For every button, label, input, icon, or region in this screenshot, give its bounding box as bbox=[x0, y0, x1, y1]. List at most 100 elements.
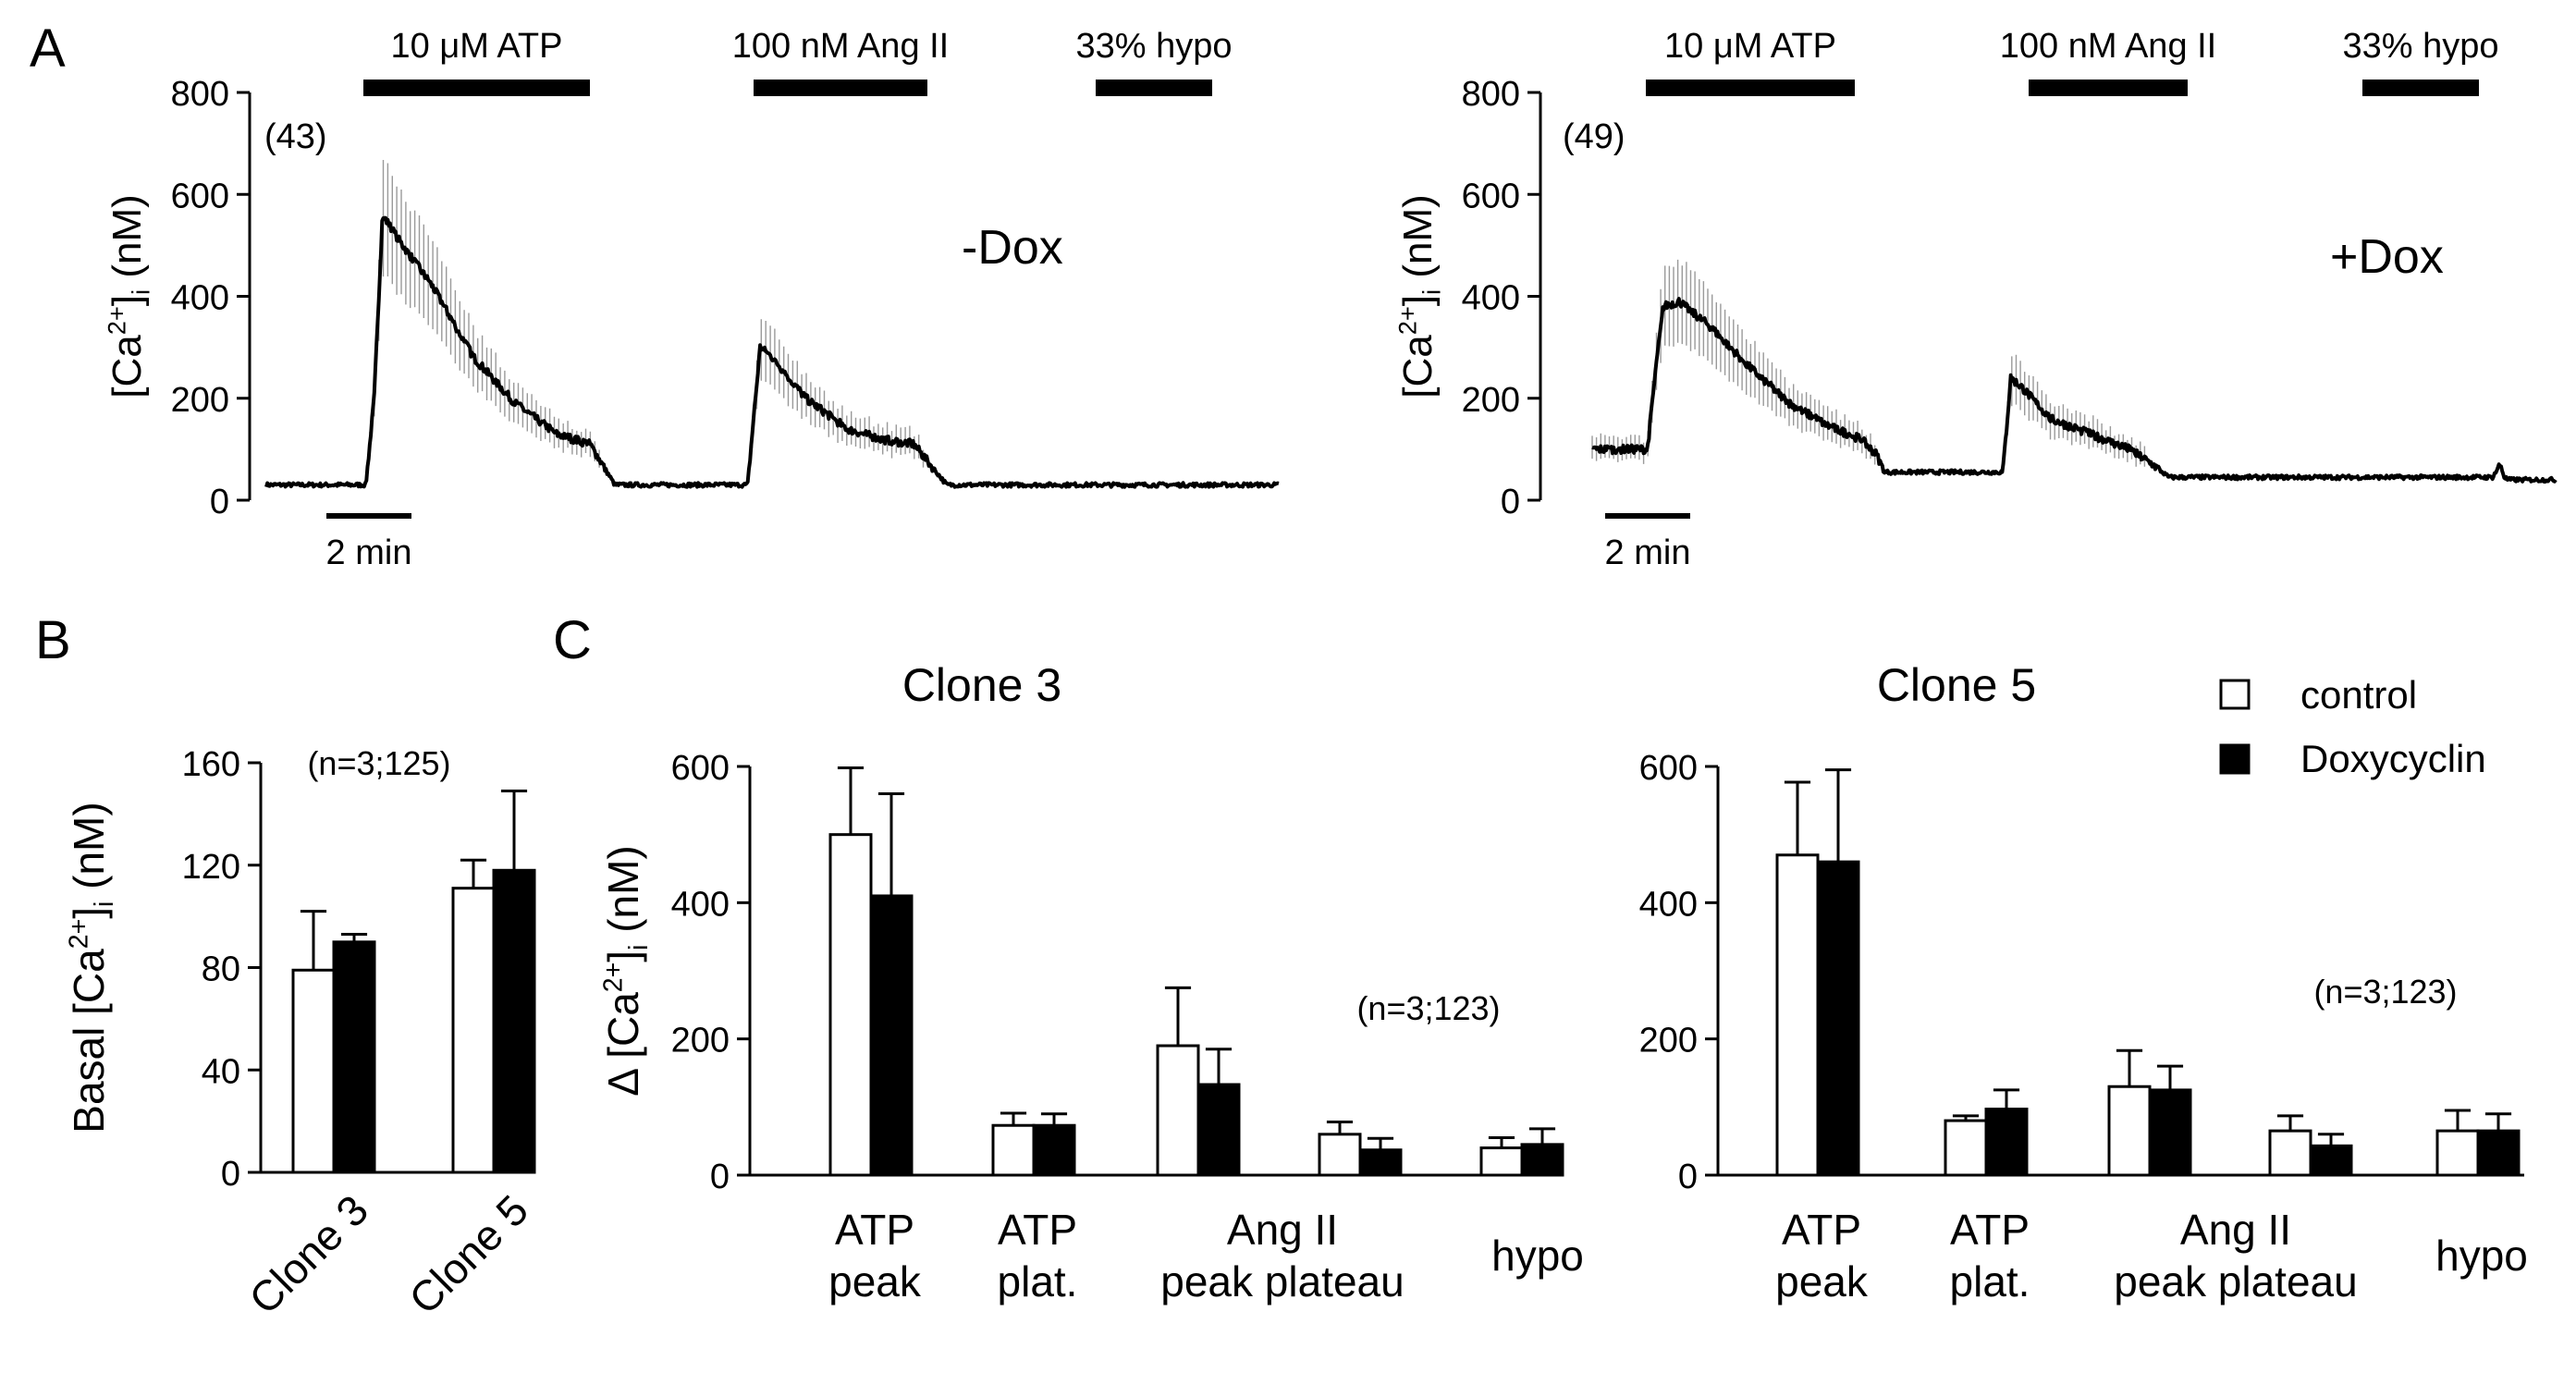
y-axis-label-suffix: (nM) bbox=[1395, 194, 1441, 289]
bar-doxycyclin bbox=[332, 940, 376, 1174]
bar-doxycyclin bbox=[1032, 1123, 1076, 1177]
bar-control bbox=[1156, 1044, 1200, 1177]
category-label: ATP bbox=[998, 1206, 1077, 1254]
y-tick-label: 200 bbox=[171, 381, 229, 420]
y-tick-label: 200 bbox=[1639, 1022, 1698, 1060]
y-tick-label: 400 bbox=[671, 885, 730, 924]
panel-label-b: B bbox=[35, 610, 71, 670]
y-tick-label: 600 bbox=[671, 749, 730, 788]
scale-bar-label: 2 min bbox=[326, 533, 412, 572]
y-axis-label-sub: i bbox=[1417, 289, 1446, 295]
n-label: (43) bbox=[264, 117, 327, 156]
legend-swatch-control bbox=[2219, 679, 2251, 710]
trace-line bbox=[264, 215, 1280, 489]
y-tick-label: 0 bbox=[710, 1158, 730, 1196]
y-tick-label: 0 bbox=[221, 1155, 240, 1194]
y-tick-label: 160 bbox=[182, 745, 240, 784]
y-axis-label-sup: 2+ bbox=[102, 306, 130, 335]
stimulus-label: 10 μM ATP bbox=[1664, 27, 1836, 66]
n-label: (n=3;123) bbox=[1356, 989, 1500, 1027]
n-label: (n=3;125) bbox=[307, 744, 450, 782]
bar-control bbox=[2107, 1085, 2152, 1177]
stimulus-bar bbox=[2029, 80, 2188, 96]
n-label: (n=3;123) bbox=[2313, 973, 2457, 1011]
bar-chart-clone3: 0 200 400 600 Δ [Ca2+]i (nM) Clone 3 (n=3;123)… bbox=[599, 659, 1584, 1305]
y-tick-label: 800 bbox=[171, 75, 229, 114]
bar-doxycyclin bbox=[2309, 1144, 2353, 1177]
condition-label: +Dox bbox=[2330, 230, 2444, 284]
y-tick-label: 80 bbox=[202, 950, 240, 989]
y-axis-label-sup: 2+ bbox=[65, 919, 94, 950]
scale-bar-label: 2 min bbox=[1605, 533, 1691, 572]
condition-label: -Dox bbox=[962, 221, 1063, 275]
y-tick-label: 400 bbox=[1639, 885, 1698, 924]
bar-doxycyclin bbox=[869, 894, 914, 1177]
category-label: peak plateau bbox=[1160, 1257, 1404, 1305]
n-label: (49) bbox=[1563, 117, 1625, 156]
bar-control bbox=[451, 887, 496, 1174]
y-axis-label-sup: 2+ bbox=[599, 962, 629, 993]
y-tick-label: 200 bbox=[671, 1022, 730, 1060]
category-label: ATP bbox=[1782, 1206, 1861, 1254]
category-label: Ang II bbox=[1227, 1206, 1338, 1254]
bar-control bbox=[1775, 853, 1820, 1177]
stimulus-label: 10 μM ATP bbox=[391, 27, 563, 66]
y-axis-label-sub: i bbox=[624, 945, 654, 950]
bar-control bbox=[2268, 1129, 2312, 1177]
bar-doxycyclin bbox=[2476, 1129, 2521, 1177]
stimulus-label: 33% hypo bbox=[2342, 27, 2498, 66]
category-label: Clone 5 bbox=[399, 1185, 537, 1323]
y-tick-label: 120 bbox=[182, 848, 240, 887]
y-axis-label-suffix: (nM) bbox=[599, 845, 647, 944]
category-label: peak bbox=[828, 1257, 922, 1305]
bar-doxycyclin bbox=[1816, 860, 1860, 1177]
y-axis-label-suffix: (nM) bbox=[104, 194, 150, 289]
category-label: hypo bbox=[1491, 1232, 1584, 1280]
y-axis-label-sup: 2+ bbox=[1392, 306, 1421, 335]
category-label: peak plateau bbox=[2114, 1257, 2357, 1305]
bar-control bbox=[1944, 1119, 1988, 1177]
y-axis-label-close: ] bbox=[104, 295, 150, 306]
y-tick-label: 800 bbox=[1462, 75, 1520, 114]
y-tick-label: 0 bbox=[210, 483, 229, 521]
y-tick-label: 0 bbox=[1501, 483, 1520, 521]
y-axis-label-close: ] bbox=[1395, 295, 1441, 306]
stimulus-bar bbox=[363, 80, 590, 96]
bar-control bbox=[1318, 1133, 1362, 1177]
y-axis-label: Basal [Ca2+]i (nM) bbox=[65, 802, 120, 1133]
legend-swatch-doxycyclin bbox=[2219, 743, 2251, 775]
category-label: Clone 3 bbox=[239, 1185, 377, 1323]
stimulus-bar bbox=[2362, 80, 2479, 96]
y-axis-label-sub: i bbox=[127, 289, 155, 295]
y-axis-label: [Ca2+]i (nM) bbox=[102, 194, 154, 398]
stimulus-label: 33% hypo bbox=[1075, 27, 1232, 66]
trace-line bbox=[1591, 297, 2558, 484]
category-label: Ang II bbox=[2180, 1206, 2291, 1254]
bar-control bbox=[828, 833, 873, 1177]
stimulus-bar bbox=[754, 80, 927, 96]
bar-control bbox=[1479, 1146, 1524, 1177]
y-axis-label-prefix: [Ca bbox=[1395, 335, 1441, 398]
y-axis-label-close: ] bbox=[65, 907, 113, 919]
y-tick-label: 600 bbox=[1639, 749, 1698, 788]
panel-label-c: C bbox=[553, 610, 592, 670]
bar-doxycyclin bbox=[492, 868, 536, 1174]
bar-control bbox=[291, 968, 336, 1174]
trace-right: 0 200 400 600 800 [Ca2+]i (nM) (49) +Dox 10 μM A… bbox=[1392, 27, 2558, 572]
category-label: ATP bbox=[835, 1206, 914, 1254]
legend-label-doxycyclin: Doxycyclin bbox=[2300, 737, 2486, 780]
bar-doxycyclin bbox=[1196, 1083, 1241, 1177]
category-label: peak bbox=[1775, 1257, 1869, 1305]
y-axis-label-prefix: [Ca bbox=[104, 335, 150, 398]
legend: control Doxycyclin bbox=[2219, 673, 2486, 780]
stimulus-bar bbox=[1646, 80, 1855, 96]
bar-doxycyclin bbox=[1984, 1108, 2029, 1177]
y-axis-label-close: ] bbox=[599, 950, 647, 962]
y-tick-label: 40 bbox=[202, 1052, 240, 1091]
category-label: plat. bbox=[1950, 1257, 2030, 1305]
chart-title: Clone 3 bbox=[902, 659, 1061, 711]
bar-control bbox=[2435, 1129, 2480, 1177]
y-tick-label: 200 bbox=[1462, 381, 1520, 420]
